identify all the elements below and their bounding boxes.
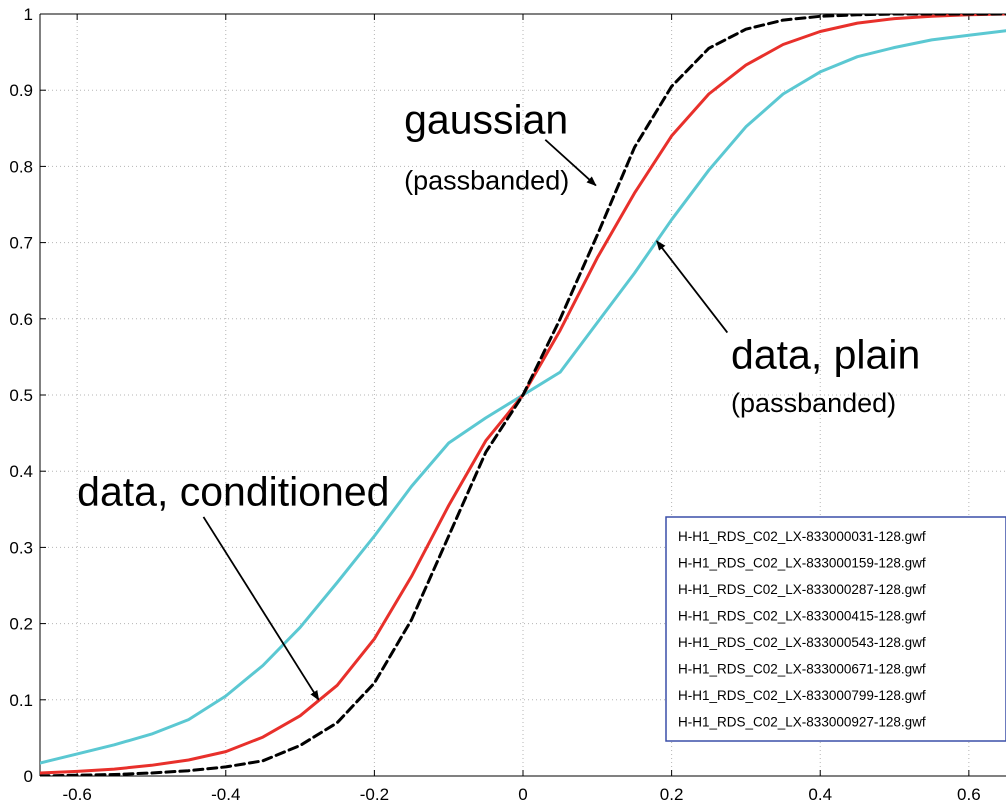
y-tick-label: 0.6 — [9, 310, 33, 329]
annotation-label: gaussian — [404, 97, 568, 143]
y-tick-label: 0.2 — [9, 615, 33, 634]
legend-box — [665, 516, 1006, 742]
x-tick-label: 0.4 — [808, 785, 832, 804]
y-tick-label: 0.8 — [9, 157, 33, 176]
x-tick-label: 0.6 — [957, 785, 981, 804]
y-tick-label: 0.7 — [9, 234, 33, 253]
series-line-2 — [40, 14, 1006, 776]
legend-entry: H-H1_RDS_C02_LX-833000671-128.gwf — [678, 662, 926, 677]
y-tick-label: 0 — [24, 767, 33, 786]
x-tick-label: 0.2 — [660, 785, 684, 804]
tick-labels: -0.6 -0.4 -0.2 0 0.2 0.4 0.6 0 0.1 0.2 0.3 0.4 0.5 0.… — [9, 5, 980, 804]
x-tick-label: -0.4 — [211, 785, 240, 804]
annotation-label: data, plain — [731, 331, 920, 377]
y-tick-label: 0.5 — [9, 386, 33, 405]
x-tick-label: 0 — [518, 785, 527, 804]
annotation-label: data, conditioned — [77, 468, 389, 514]
y-tick-label: 0.4 — [9, 462, 33, 481]
y-tick-label: 0.3 — [9, 538, 33, 557]
y-tick-label: 0.9 — [9, 81, 33, 100]
legend-entry: H-H1_RDS_C02_LX-833000031-128.gwf — [678, 529, 926, 544]
annotation-label: (passbanded) — [731, 388, 896, 418]
legend-entry: H-H1_RDS_C02_LX-833000927-128.gwf — [678, 715, 926, 730]
annotations: gaussian (passbanded) data, plain (passband… — [77, 97, 920, 701]
legend-entry: H-H1_RDS_C02_LX-833000543-128.gwf — [678, 635, 926, 650]
axes-frame — [39, 13, 1006, 777]
series-group — [40, 14, 1006, 776]
annotation-label: (passbanded) — [404, 165, 569, 195]
annotation-arrow — [544, 139, 597, 187]
legend-entry: H-H1_RDS_C02_LX-833000799-128.gwf — [678, 688, 926, 703]
annotation-arrow — [656, 240, 729, 334]
legend-entry: H-H1_RDS_C02_LX-833000287-128.gwf — [678, 582, 926, 597]
y-tick-label: 0.1 — [9, 691, 33, 710]
annotation-arrow — [202, 516, 320, 701]
legend-entry: H-H1_RDS_C02_LX-833000159-128.gwf — [678, 556, 926, 571]
y-tick-label: 1 — [24, 5, 33, 24]
legend: H-H1_RDS_C02_LX-833000031-128.gwf H-H1_RD… — [665, 516, 1006, 742]
x-tick-label: -0.2 — [360, 785, 389, 804]
legend-entry: H-H1_RDS_C02_LX-833000415-128.gwf — [678, 609, 926, 624]
x-tick-label: -0.6 — [63, 785, 92, 804]
